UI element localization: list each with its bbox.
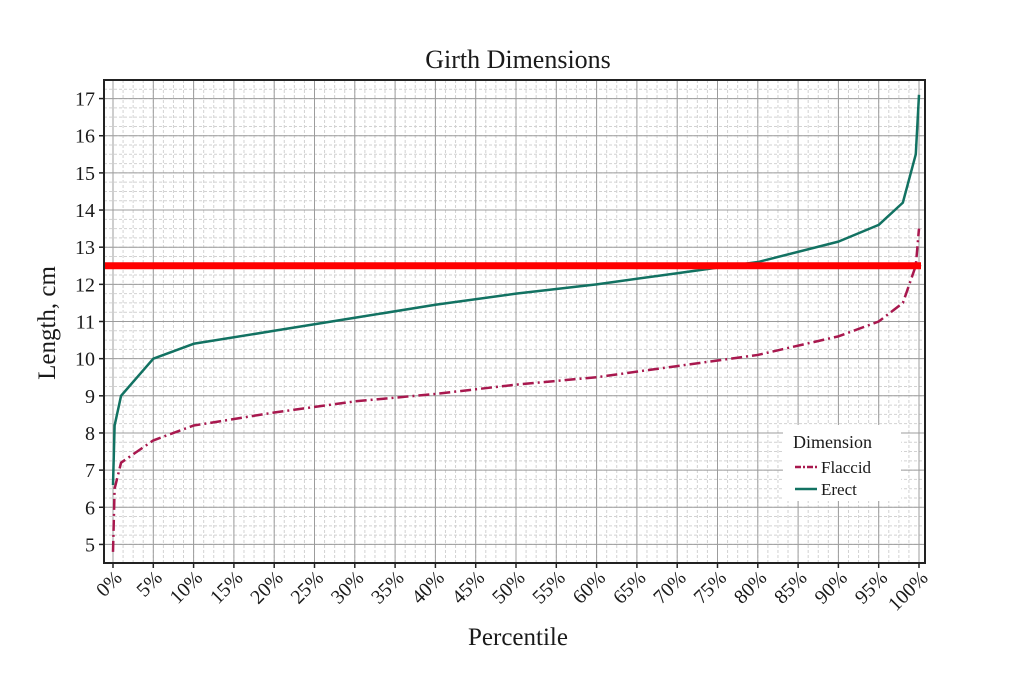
- x-tick-label: 55%: [528, 567, 569, 608]
- x-tick-label: 25%: [287, 567, 328, 608]
- y-tick-label: 14: [75, 200, 95, 222]
- x-tick-label: 60%: [569, 567, 610, 608]
- series-line-flaccid: [111, 228, 921, 552]
- y-tick-label: 13: [75, 237, 95, 259]
- y-tick-label: 10: [75, 349, 95, 371]
- legend: Dimension Flaccid Erect: [783, 425, 901, 501]
- legend-label-erect: Erect: [821, 480, 857, 499]
- y-tick-label: 15: [75, 163, 95, 185]
- x-tick-label: 15%: [206, 567, 247, 608]
- y-tick-label: 7: [85, 460, 95, 482]
- legend-title: Dimension: [793, 432, 872, 452]
- x-tick-label: 70%: [649, 567, 690, 608]
- x-axis-label: Percentile: [468, 624, 568, 651]
- y-tick-label: 12: [75, 274, 95, 296]
- x-tick-label: 85%: [770, 567, 811, 608]
- y-tick-label: 6: [85, 497, 95, 519]
- legend-label-flaccid: Flaccid: [821, 458, 872, 477]
- x-tick-label: 100%: [884, 567, 933, 616]
- x-tick-label: 80%: [730, 567, 771, 608]
- y-tick-label: 8: [85, 423, 95, 445]
- x-tick-label: 50%: [488, 567, 529, 608]
- x-tick-label: 0%: [92, 567, 126, 601]
- y-tick-label: 17: [75, 89, 95, 111]
- y-tick-label: 11: [76, 312, 95, 334]
- y-tick-label: 9: [85, 386, 95, 408]
- x-tick-label: 10%: [166, 567, 207, 608]
- x-tick-label: 30%: [327, 567, 368, 608]
- x-tick-label: 20%: [246, 567, 287, 608]
- y-axis-label: Length, cm: [34, 266, 61, 380]
- x-tick-label: 35%: [367, 567, 408, 608]
- y-tick-label: 16: [75, 126, 95, 148]
- series-line-erect: [111, 94, 921, 486]
- chart-title: Girth Dimensions: [425, 45, 611, 74]
- grid: [104, 80, 925, 563]
- x-tick-label: 90%: [810, 567, 851, 608]
- x-tick-label: 65%: [609, 567, 650, 608]
- x-tick-label: 75%: [690, 567, 731, 608]
- y-tick-label: 5: [85, 534, 95, 556]
- x-tick-label: 5%: [132, 567, 166, 601]
- x-tick-label: 45%: [448, 567, 489, 608]
- x-tick-label: 40%: [407, 567, 448, 608]
